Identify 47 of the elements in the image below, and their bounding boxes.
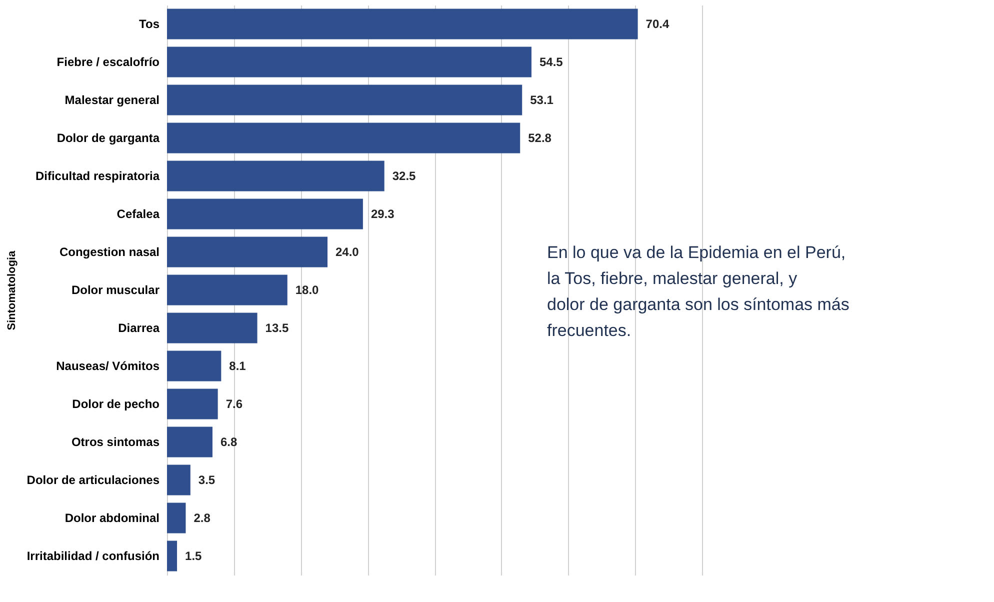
bar [167,540,178,572]
bar [167,502,186,534]
bar [167,464,190,496]
data-label: 24.0 [336,245,360,259]
y-tick-label: Otros sintomas [71,435,160,449]
bar [167,274,288,306]
data-label: 2.8 [194,511,211,525]
bar [167,426,212,458]
y-tick-label: Malestar general [64,93,160,107]
bar [167,46,532,78]
data-label: 32.5 [392,169,416,183]
bar [167,122,520,154]
data-label: 13.5 [265,321,289,335]
data-label: 70.4 [646,17,670,31]
bar [167,236,328,268]
bar [167,8,638,40]
y-tick-label: Diarrea [118,321,160,335]
bar [167,198,363,230]
data-label: 3.5 [198,473,216,487]
y-tick-label: Dolor de garganta [56,131,160,145]
y-tick-label: Irritabilidad / confusión [26,549,160,563]
y-tick-label: Cefalea [116,207,160,221]
y-axis-title: Sintomatologia [6,250,18,330]
data-label: 52.8 [528,131,552,145]
y-tick-label: Dolor muscular [71,283,160,297]
bar [167,160,384,192]
data-label: 53.1 [530,93,554,107]
y-tick-label: Tos [139,17,160,31]
y-tick-label: Congestion nasal [59,245,160,259]
y-tick-label: Dolor de articulaciones [26,473,160,487]
bar [167,84,522,116]
data-label: 8.1 [229,359,246,373]
data-label: 18.0 [295,283,320,297]
bar [167,388,218,420]
data-label: 54.5 [539,55,564,69]
data-label: 7.6 [226,397,243,411]
data-label: 29.3 [370,207,395,221]
y-tick-label: Fiebre / escalofrío [56,55,160,69]
data-label: 6.8 [220,435,238,449]
bar [167,312,258,344]
y-tick-label: Nauseas/ Vómitos [56,359,160,373]
y-tick-label: Dolor abdominal [64,511,160,525]
bar [167,350,222,382]
y-tick-label: Dolor de pecho [72,397,160,411]
annotation: En lo que va de la Epidemia en el Perú, la Tos, fiebre, malestar general, y dolor de garganta son los síntomas más frecuentes. [547,243,850,340]
y-tick-label: Dificultad respiratoria [35,169,160,183]
data-label: 1.5 [185,549,202,563]
